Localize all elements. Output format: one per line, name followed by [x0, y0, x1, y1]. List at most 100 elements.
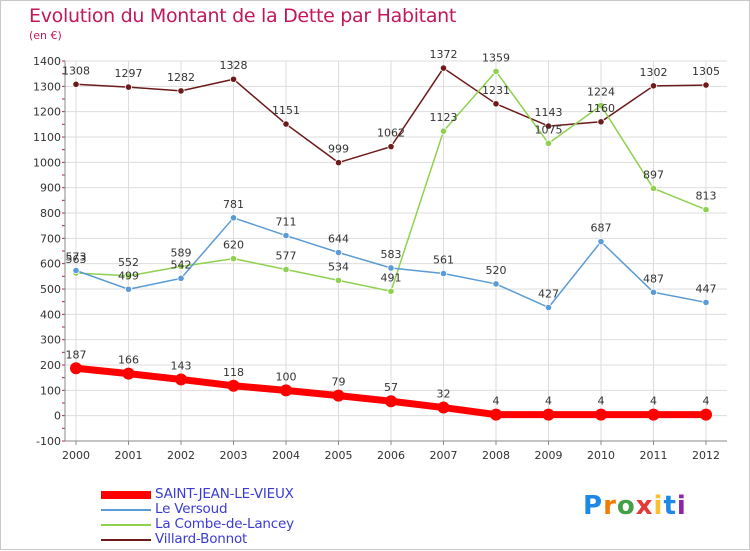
data-point: [597, 238, 605, 246]
data-label: 4: [598, 395, 605, 408]
data-point: [72, 80, 80, 88]
data-point: [227, 379, 240, 392]
data-label: 499: [118, 269, 139, 282]
data-point: [647, 408, 660, 421]
data-point: [387, 143, 395, 151]
data-point: [229, 75, 238, 83]
legend-item-la-combe: La Combe-de-Lancey: [101, 516, 401, 532]
data-point: [282, 120, 290, 128]
legend-swatch: [101, 539, 151, 541]
data-label: 1151: [272, 104, 300, 117]
x-tick-label: 2009: [535, 449, 563, 462]
data-point: [229, 214, 238, 222]
logo-letter: x: [635, 491, 654, 521]
data-point: [490, 408, 502, 421]
data-label: 620: [223, 239, 244, 252]
legend-swatch: [101, 509, 151, 511]
data-point: [492, 67, 500, 75]
legend-label: Villard-Bonnot: [155, 531, 248, 547]
data-point: [544, 303, 553, 312]
data-label: 577: [276, 249, 297, 262]
data-label: 1308: [62, 64, 90, 77]
data-label: 1231: [482, 84, 510, 97]
y-tick-label: 1300: [33, 80, 61, 93]
data-point: [437, 401, 450, 414]
data-label: 1305: [692, 65, 720, 78]
x-tick-label: 2007: [430, 449, 458, 462]
data-label: 447: [696, 282, 717, 295]
x-tick-label: 2005: [325, 449, 353, 462]
data-point: [544, 122, 553, 130]
data-label: 118: [223, 366, 244, 379]
data-label: 1328: [220, 59, 248, 72]
data-label: 897: [643, 168, 664, 181]
data-point: [387, 264, 395, 272]
data-label: 491: [381, 271, 402, 284]
data-point: [439, 64, 448, 72]
data-point: [177, 87, 185, 95]
data-point: [597, 101, 605, 110]
y-tick-label: 1100: [33, 131, 61, 144]
data-point: [439, 269, 448, 278]
data-label: 687: [591, 222, 612, 235]
logo-letter: i: [676, 491, 687, 521]
data-label: 1359: [482, 51, 510, 64]
data-point: [124, 285, 133, 293]
data-point: [124, 272, 133, 280]
data-point: [702, 298, 710, 307]
data-point: [332, 389, 345, 402]
data-point: [702, 81, 710, 89]
data-point: [282, 265, 290, 274]
data-label: 187: [66, 348, 87, 361]
y-tick-label: 300: [40, 334, 61, 347]
data-label: 1075: [535, 123, 563, 136]
data-label: 100: [276, 370, 297, 383]
data-label: 143: [171, 359, 192, 372]
legend-swatch: [101, 524, 151, 526]
logo-letter: P: [583, 491, 604, 521]
data-label: 552: [118, 256, 139, 269]
data-label: 573: [66, 251, 87, 264]
legend-item-villard-bonnot: Villard-Bonnot: [101, 531, 401, 547]
data-label: 520: [486, 264, 507, 277]
data-label: 4: [703, 395, 710, 408]
data-point: [282, 231, 290, 240]
y-tick-label: 1400: [33, 55, 61, 68]
data-label: 1302: [640, 66, 668, 79]
data-label: 1297: [115, 67, 143, 80]
legend-swatch: [101, 491, 151, 499]
x-tick-label: 2008: [482, 449, 510, 462]
data-label: 79: [332, 376, 346, 389]
data-label: 1160: [587, 102, 615, 115]
logo-letter: o: [616, 491, 636, 521]
y-tick-label: 0: [54, 410, 61, 423]
data-point: [280, 384, 292, 397]
data-label: 1282: [167, 71, 195, 84]
data-point: [229, 255, 238, 263]
data-label: 711: [276, 216, 297, 229]
x-tick-label: 2011: [640, 449, 668, 462]
data-label: 1123: [430, 111, 458, 124]
chart-legend: SAINT-JEAN-LE-VIEUX Le Versoud La Combe-…: [101, 486, 401, 547]
data-label: 4: [545, 395, 552, 408]
data-point: [649, 184, 658, 193]
y-tick-label: 700: [40, 232, 61, 245]
x-tick-label: 2010: [587, 449, 615, 462]
data-label: 1372: [430, 48, 458, 61]
data-point: [334, 158, 343, 167]
data-point: [70, 362, 82, 375]
proxiti-logo: Proxiti: [583, 491, 687, 521]
data-point: [702, 206, 710, 214]
data-point: [597, 118, 605, 126]
logo-letter: t: [663, 491, 677, 521]
data-label: 1224: [587, 86, 615, 99]
data-label: 561: [433, 254, 454, 267]
legend-label: La Combe-de-Lancey: [155, 516, 294, 532]
data-point: [492, 100, 500, 108]
y-tick-label: 500: [40, 283, 61, 296]
data-label: 4: [493, 395, 500, 408]
data-label: 542: [171, 258, 192, 271]
data-point: [334, 248, 343, 257]
data-point: [439, 127, 448, 135]
